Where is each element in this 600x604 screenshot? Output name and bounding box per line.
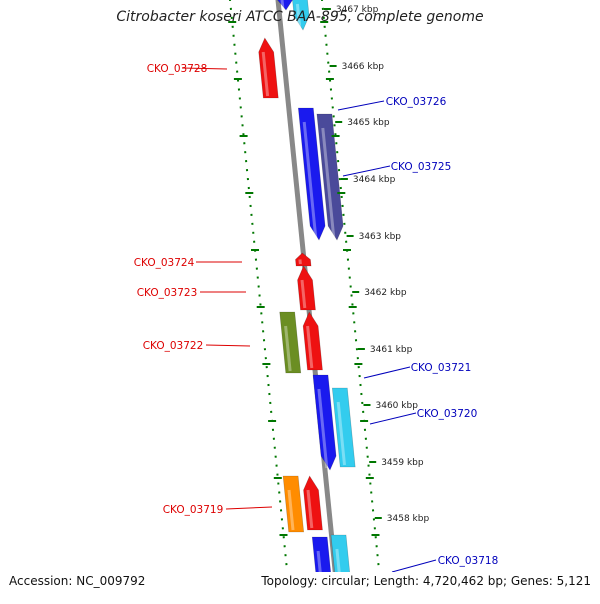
- gene-feature-cko-03719b[interactable]: [304, 476, 323, 530]
- tick-ring-outer: [229, 0, 292, 600]
- kbp-tick-label: 3461 kbp: [370, 345, 413, 355]
- gene-label-leader: [206, 345, 250, 346]
- kbp-tick-label: 3465 kbp: [347, 118, 390, 128]
- gene-label[interactable]: CKO_03720: [417, 408, 478, 420]
- gene-feature-cko-03718b[interactable]: [331, 535, 353, 600]
- gene-label[interactable]: CKO_03725: [391, 161, 452, 173]
- gene-label-leader: [364, 367, 410, 378]
- page-title: Citrobacter koseri ATCC BAA-895, complet…: [0, 9, 600, 25]
- kbp-tick-label: 3460 kbp: [376, 401, 419, 411]
- gene-feature-cko-03724[interactable]: [295, 253, 311, 266]
- accession-text: Accession: NC_009792: [9, 574, 145, 588]
- gene-label-leader: [392, 560, 436, 572]
- gene-feature-cko-03728[interactable]: [259, 38, 279, 98]
- gene-label[interactable]: CKO_03726: [386, 96, 447, 108]
- kbp-tick-label: 3458 kbp: [387, 514, 430, 524]
- kbp-tick-label: 3464 kbp: [353, 175, 396, 185]
- gene-label[interactable]: CKO_03721: [411, 362, 472, 374]
- topology-text: Topology: circular; Length: 4,720,462 bp…: [261, 574, 591, 588]
- gene-label-leader: [370, 413, 416, 424]
- gene-label[interactable]: CKO_03719: [163, 504, 224, 516]
- kbp-tick-label: 3459 kbp: [381, 458, 424, 468]
- gene-feature-cko-03722b[interactable]: [303, 312, 322, 370]
- gene-feature-top-blue-shading: [282, 0, 283, 8]
- gene-label-leader: [226, 507, 272, 509]
- gene-label[interactable]: CKO_03728: [147, 63, 208, 75]
- kbp-tick-label: 3466 kbp: [342, 62, 385, 72]
- gene-feature-cko-03723[interactable]: [298, 266, 316, 310]
- gene-label-leader: [338, 101, 384, 110]
- kbp-tick-label: 3463 kbp: [359, 232, 402, 242]
- gene-label[interactable]: CKO_03718: [438, 555, 499, 567]
- gene-label[interactable]: CKO_03722: [143, 340, 204, 352]
- gene-label[interactable]: CKO_03723: [137, 287, 198, 299]
- gene-label[interactable]: CKO_03724: [134, 257, 195, 269]
- kbp-tick-label: 3462 kbp: [364, 288, 407, 298]
